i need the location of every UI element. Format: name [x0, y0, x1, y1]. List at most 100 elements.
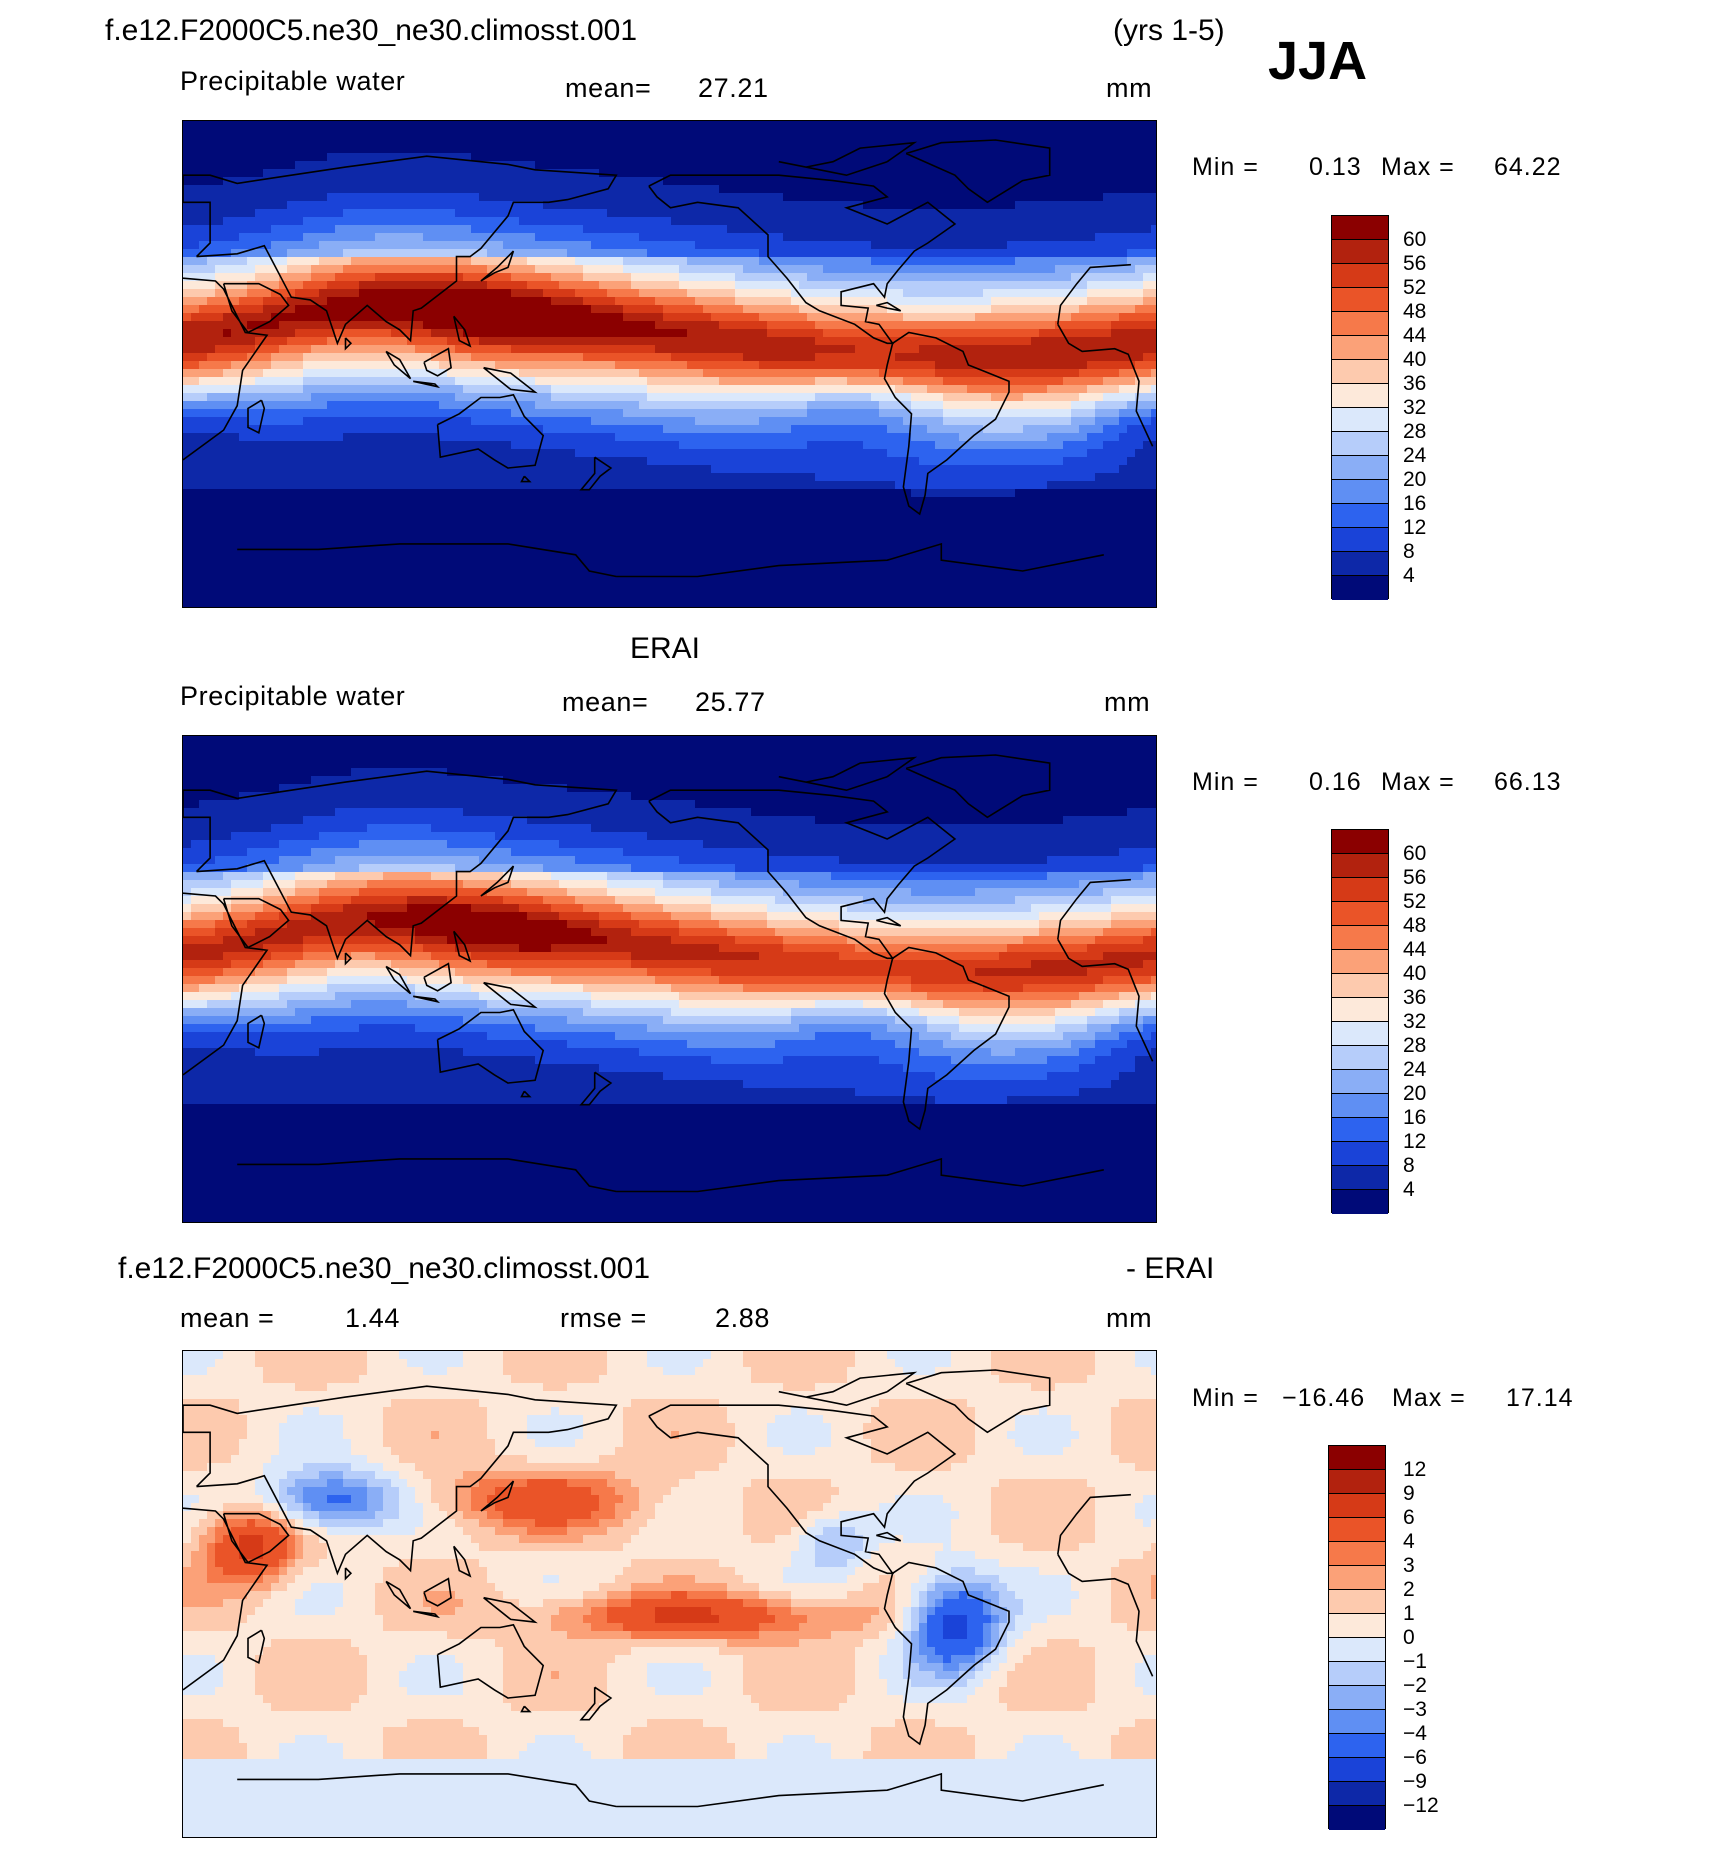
field-cell — [375, 361, 384, 370]
field-cell — [415, 209, 424, 218]
field-cell — [343, 329, 352, 338]
field-cell — [743, 129, 752, 138]
field-cell — [1111, 361, 1120, 370]
field-cell — [1023, 425, 1032, 434]
field-cell — [1143, 313, 1152, 322]
field-cell — [1063, 353, 1072, 362]
field-cell — [871, 129, 880, 138]
field-cell — [1071, 225, 1080, 234]
field-cell — [591, 425, 600, 434]
field-cell — [943, 257, 952, 266]
field-cell — [815, 225, 824, 234]
field-cell — [799, 161, 808, 170]
field-cell — [679, 225, 688, 234]
field-cell — [415, 321, 424, 330]
field-cell — [655, 153, 664, 162]
field-cell — [679, 369, 688, 378]
field-cell — [791, 233, 800, 242]
field-cell — [767, 329, 776, 338]
field-cell — [807, 201, 816, 210]
field-cell — [255, 401, 264, 410]
field-cell — [783, 129, 792, 138]
field-cell — [655, 345, 664, 354]
field-cell — [1143, 369, 1152, 378]
field-cell — [1047, 233, 1056, 242]
field-cell — [783, 425, 792, 434]
field-cell — [983, 425, 992, 434]
field-cell — [375, 313, 384, 322]
field-cell — [199, 193, 208, 202]
field-cell — [655, 209, 664, 218]
field-cell — [255, 345, 264, 354]
field-cell — [943, 249, 952, 258]
field-cell — [703, 185, 712, 194]
field-cell — [767, 169, 776, 178]
field-cell — [479, 441, 488, 450]
field-cell — [1071, 361, 1080, 370]
field-cell — [527, 329, 536, 338]
field-cell — [191, 401, 200, 410]
field-cell — [479, 305, 488, 314]
field-cell — [591, 241, 600, 250]
field-cell — [959, 393, 968, 402]
field-cell — [815, 289, 824, 298]
field-cell — [319, 169, 328, 178]
field-cell — [511, 313, 520, 322]
field-cell — [639, 361, 648, 370]
field-cell — [695, 369, 704, 378]
field-cell — [415, 233, 424, 242]
field-cell — [519, 425, 528, 434]
field-cell — [783, 281, 792, 290]
field-cell — [551, 433, 560, 442]
field-cell — [319, 409, 328, 418]
field-cell — [479, 257, 488, 266]
field-cell — [423, 121, 432, 130]
field-cell — [1143, 145, 1152, 154]
field-cell — [887, 425, 896, 434]
field-cell — [551, 161, 560, 170]
field-cell — [375, 145, 384, 154]
field-cell — [247, 409, 256, 418]
field-cell — [839, 377, 848, 386]
field-cell — [487, 185, 496, 194]
field-cell — [823, 417, 832, 426]
field-cell — [503, 185, 512, 194]
field-cell — [671, 369, 680, 378]
field-cell — [711, 169, 720, 178]
field-cell — [823, 353, 832, 362]
field-cell — [1015, 265, 1024, 274]
field-cell — [759, 417, 768, 426]
field-cell — [487, 313, 496, 322]
field-cell — [543, 137, 552, 146]
field-cell — [695, 393, 704, 402]
field-cell — [263, 417, 272, 426]
field-cell — [1095, 313, 1104, 322]
field-cell — [263, 297, 272, 306]
field-cell — [839, 217, 848, 226]
field-cell — [1007, 289, 1016, 298]
field-cell — [1063, 377, 1072, 386]
field-cell — [791, 337, 800, 346]
field-cell — [991, 433, 1000, 442]
field-cell — [743, 249, 752, 258]
field-cell — [287, 177, 296, 186]
field-cell — [615, 329, 624, 338]
field-cell — [527, 177, 536, 186]
field-cell — [727, 145, 736, 154]
field-cell — [199, 185, 208, 194]
field-cell — [455, 433, 464, 442]
field-cell — [1103, 289, 1112, 298]
panel1-max-value: 64.22 — [1494, 155, 1562, 180]
field-cell — [711, 249, 720, 258]
field-cell — [895, 393, 904, 402]
field-cell — [639, 401, 648, 410]
field-cell — [1023, 297, 1032, 306]
field-cell — [1151, 249, 1156, 258]
field-cell — [783, 313, 792, 322]
field-cell — [215, 265, 224, 274]
field-cell — [983, 385, 992, 394]
field-cell — [327, 241, 336, 250]
field-cell — [1119, 385, 1128, 394]
field-cell — [335, 433, 344, 442]
field-cell — [903, 257, 912, 266]
